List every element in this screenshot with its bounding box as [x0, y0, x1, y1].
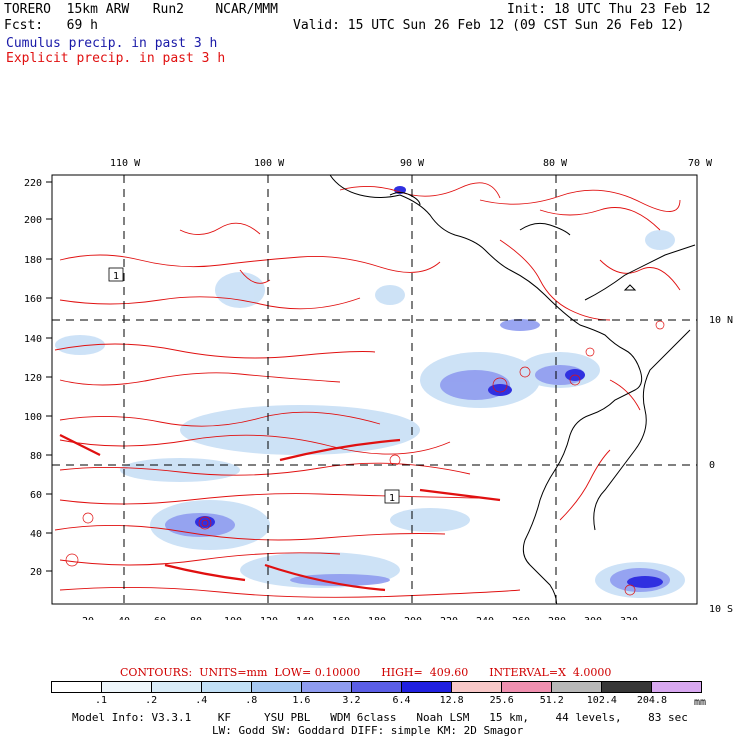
- legend-label: 102.4: [586, 695, 617, 706]
- header-title: TORERO 15km ARW Run2 NCAR/MMM: [4, 2, 278, 17]
- legend-label: .2: [145, 695, 158, 706]
- x-tick: 140: [296, 616, 314, 620]
- box-label: 1: [389, 493, 395, 504]
- legend-label: .8: [245, 695, 258, 706]
- contour-info: CONTOURS: UNITS=mm LOW= 0.10000 HIGH= 40…: [120, 666, 612, 679]
- x-tick: 240: [476, 616, 494, 620]
- legend-label: .4: [195, 695, 208, 706]
- legend-label: 204.8: [636, 695, 667, 706]
- legend-label: .1: [95, 695, 108, 706]
- legend-swatch: [602, 682, 652, 692]
- x-tick: 80: [190, 616, 202, 620]
- legend-swatch: [52, 682, 102, 692]
- x-tick: 60: [154, 616, 166, 620]
- legend-swatch: [352, 682, 402, 692]
- map-frame: [51, 174, 698, 605]
- precip-map: 110 W 100 W 90 W 80 W 70 W 10 N 0 10 S 2…: [24, 158, 733, 620]
- legend-label: 12.8: [439, 695, 464, 706]
- x-tick: 200: [404, 616, 422, 620]
- lon-label: 90 W: [400, 158, 425, 169]
- header-valid: Valid: 15 UTC Sun 26 Feb 12 (09 CST Sun …: [293, 18, 685, 33]
- legend-swatch: [102, 682, 152, 692]
- model-info-line1: Model Info: V3.3.1 KF YSU PBL WDM 6class…: [72, 711, 688, 724]
- legend-label: 1.6: [292, 695, 311, 706]
- x-tick: 300: [584, 616, 602, 620]
- x-tick: 280: [548, 616, 566, 620]
- x-tick: 260: [512, 616, 530, 620]
- legend-swatch: [202, 682, 252, 692]
- x-tick: 100: [224, 616, 242, 620]
- legend-swatch: [502, 682, 552, 692]
- x-tick: 320: [620, 616, 638, 620]
- lat-label: 0: [709, 460, 715, 471]
- header-init: Init: 18 UTC Thu 23 Feb 12: [507, 2, 711, 17]
- lon-label: 110 W: [110, 158, 141, 169]
- x-tick: 120: [260, 616, 278, 620]
- y-tick: 200: [24, 215, 42, 226]
- legend-label: 51.2: [539, 695, 564, 706]
- legend-swatch: [552, 682, 602, 692]
- legend-swatch: [652, 682, 701, 692]
- y-tick: 20: [30, 567, 42, 578]
- y-tick: 60: [30, 490, 42, 501]
- lat-label: 10 S: [709, 604, 733, 615]
- y-tick: 180: [24, 255, 42, 266]
- y-tick: 120: [24, 373, 42, 384]
- y-tick: 140: [24, 334, 42, 345]
- y-tick: 80: [30, 451, 42, 462]
- x-tick: 160: [332, 616, 350, 620]
- lon-label: 70 W: [688, 158, 713, 169]
- cumulus-precip-label: Cumulus precip. in past 3 h: [6, 36, 218, 51]
- legend-unit: mm: [694, 697, 707, 708]
- x-tick: 40: [118, 616, 130, 620]
- x-tick: 20: [82, 616, 94, 620]
- y-tick: 160: [24, 294, 42, 305]
- legend-label: 6.4: [392, 695, 411, 706]
- legend-label: 25.6: [489, 695, 514, 706]
- legend-swatch: [452, 682, 502, 692]
- legend-swatch: [152, 682, 202, 692]
- lat-label: 10 N: [709, 315, 733, 326]
- y-tick: 100: [24, 412, 42, 423]
- model-info-line2: LW: Godd SW: Goddard DIFF: simple KM: 2D…: [212, 724, 524, 737]
- explicit-precip-label: Explicit precip. in past 3 h: [6, 51, 226, 66]
- legend-label: 3.2: [342, 695, 361, 706]
- y-tick: 40: [30, 529, 42, 540]
- precip-field: [52, 175, 697, 604]
- lon-label: 100 W: [254, 158, 285, 169]
- lon-label: 80 W: [543, 158, 568, 169]
- box-label: 1: [113, 271, 119, 282]
- y-tick: 220: [24, 178, 42, 189]
- legend-swatch: [302, 682, 352, 692]
- x-tick: 180: [368, 616, 386, 620]
- header-fcst: Fcst: 69 h: [4, 18, 98, 33]
- x-tick: 220: [440, 616, 458, 620]
- legend-swatch: [252, 682, 302, 692]
- legend-swatch: [402, 682, 452, 692]
- color-legend-bar: [51, 681, 702, 693]
